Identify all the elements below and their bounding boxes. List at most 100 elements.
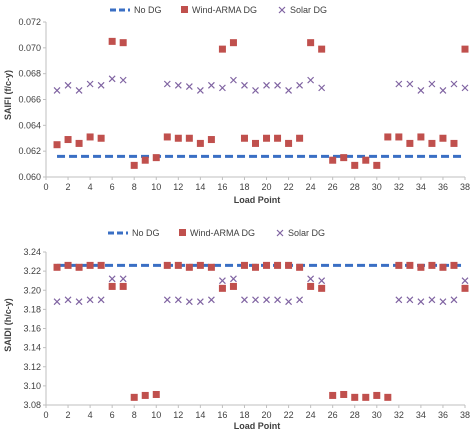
point-wind-dg (130, 161, 138, 169)
point-wind-dg (218, 284, 226, 292)
point-wind-dg (152, 154, 160, 162)
point-solar-dg (174, 81, 182, 89)
x-tick-label: 22 (284, 182, 294, 192)
y-tick-label: 3.12 (23, 362, 41, 372)
point-solar-dg (439, 298, 447, 306)
point-solar-dg (274, 81, 281, 89)
x-tick-label: 4 (88, 410, 93, 420)
point-wind-dg (252, 139, 259, 147)
x-tick-label: 34 (416, 410, 426, 420)
point-solar-dg (252, 296, 259, 304)
point-solar-dg (218, 277, 226, 285)
point-solar-dg (230, 76, 237, 84)
point-wind-dg (163, 261, 171, 269)
y-tick-label: 0.064 (18, 120, 41, 130)
point-wind-dg (450, 139, 458, 147)
point-solar-dg (263, 81, 270, 89)
point-wind-dg (439, 134, 447, 142)
point-wind-dg (428, 139, 436, 147)
point-wind-dg (428, 261, 436, 269)
x-tick-label: 16 (217, 410, 227, 420)
legend-label-wind: Wind-ARMA DG (192, 5, 257, 15)
x-tick-label: 8 (132, 182, 137, 192)
point-wind-dg (285, 139, 293, 147)
x-tick-label: 2 (66, 410, 71, 420)
point-wind-dg (307, 39, 315, 47)
x-tick-label: 0 (43, 182, 48, 192)
x-tick-label: 24 (306, 182, 316, 192)
point-solar-dg (406, 296, 414, 304)
y-tick-label: 0.062 (18, 146, 41, 156)
x-tick-label: 28 (350, 182, 360, 192)
point-wind-dg (351, 393, 359, 401)
point-solar-dg (230, 275, 237, 283)
y-axis-title: SAIFI (f/c-y) (3, 70, 13, 120)
x-tick-label: 26 (328, 410, 338, 420)
y-tick-label: 3.16 (23, 324, 41, 334)
x-tick-label: 24 (306, 410, 316, 420)
x-tick-label: 12 (173, 410, 183, 420)
point-wind-dg (318, 45, 326, 53)
point-wind-dg (75, 139, 83, 147)
point-wind-dg (53, 263, 61, 271)
x-tick-label: 14 (195, 410, 205, 420)
legend-swatch-solar (278, 6, 286, 14)
x-tick-label: 32 (394, 182, 404, 192)
point-solar-dg (285, 87, 293, 94)
x-tick-label: 36 (438, 410, 448, 420)
point-wind-dg (307, 282, 315, 290)
x-tick-label: 34 (416, 182, 426, 192)
y-tick-label: 3.18 (23, 304, 41, 314)
point-wind-dg (461, 45, 469, 53)
x-tick-label: 12 (173, 182, 183, 192)
point-wind-dg (340, 390, 348, 398)
point-solar-dg (318, 277, 326, 285)
point-wind-dg (75, 263, 83, 271)
x-tick-label: 38 (460, 182, 470, 192)
point-wind-dg (252, 263, 259, 271)
point-wind-dg (362, 393, 370, 401)
y-tick-label: 3.08 (23, 400, 41, 410)
plot-area: 3.083.103.123.143.163.183.203.223.240 2 4 6… (23, 247, 470, 420)
point-solar-dg (185, 298, 193, 306)
point-wind-dg (373, 391, 381, 399)
point-wind-dg (329, 391, 337, 399)
point-wind-dg (439, 263, 447, 271)
point-solar-dg (252, 87, 259, 94)
point-wind-dg (163, 133, 171, 141)
point-wind-dg (240, 261, 248, 269)
y-tick-label: 0.060 (18, 172, 41, 182)
point-wind-dg (417, 263, 425, 271)
point-wind-dg (240, 134, 248, 142)
point-wind-dg (384, 133, 392, 141)
point-wind-dg (362, 156, 370, 164)
x-tick-label: 38 (460, 410, 470, 420)
point-wind-dg (329, 156, 337, 164)
point-wind-dg (274, 134, 282, 142)
point-wind-dg (417, 133, 425, 141)
point-solar-dg (461, 277, 469, 285)
point-wind-dg (119, 39, 127, 47)
x-tick-label: 10 (151, 182, 161, 192)
point-wind-dg (64, 261, 72, 269)
y-tick-label: 0.068 (18, 69, 41, 79)
x-tick-label: 6 (110, 410, 115, 420)
point-solar-dg (163, 296, 171, 304)
point-solar-dg (163, 80, 171, 88)
point-wind-dg (406, 139, 414, 147)
point-wind-dg (108, 37, 116, 45)
point-solar-dg (64, 81, 72, 89)
point-wind-dg (130, 393, 138, 401)
point-wind-dg (373, 161, 381, 169)
point-wind-dg (351, 161, 359, 169)
point-wind-dg (97, 261, 105, 269)
x-tick-label: 20 (262, 410, 272, 420)
point-solar-dg (450, 80, 458, 88)
point-solar-dg (296, 296, 304, 304)
point-solar-dg (461, 84, 469, 92)
point-wind-dg (395, 133, 403, 141)
point-wind-dg (86, 133, 94, 141)
point-wind-dg (263, 261, 271, 269)
point-solar-dg (108, 275, 116, 283)
point-wind-dg (108, 282, 116, 290)
